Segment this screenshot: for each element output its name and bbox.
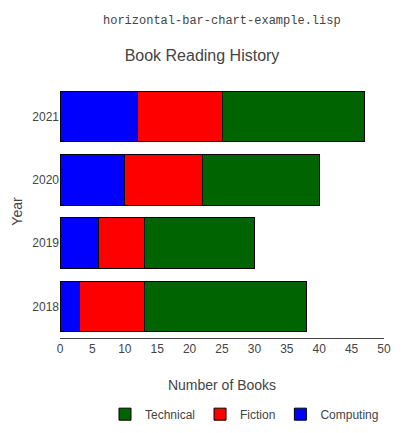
svg-text:Number of Books: Number of Books — [168, 377, 276, 393]
svg-text:45: 45 — [345, 342, 359, 356]
svg-text:2018: 2018 — [32, 300, 59, 314]
svg-text:50: 50 — [377, 342, 391, 356]
svg-text:40: 40 — [313, 342, 327, 356]
svg-text:Year: Year — [9, 197, 25, 226]
svg-text:30: 30 — [248, 342, 262, 356]
svg-text:Fiction: Fiction — [240, 408, 275, 422]
svg-text:25: 25 — [215, 342, 229, 356]
svg-text:Book Reading History: Book Reading History — [125, 47, 280, 64]
svg-text:2021: 2021 — [32, 110, 59, 124]
svg-text:15: 15 — [151, 342, 165, 356]
svg-text:0: 0 — [57, 342, 64, 356]
svg-text:Computing: Computing — [320, 408, 378, 422]
svg-text:2019: 2019 — [32, 236, 59, 250]
svg-text:horizontal-bar-chart-example.l: horizontal-bar-chart-example.lisp — [103, 14, 341, 28]
svg-text:20: 20 — [183, 342, 197, 356]
svg-text:Technical: Technical — [145, 408, 195, 422]
svg-text:10: 10 — [118, 342, 132, 356]
svg-text:35: 35 — [280, 342, 294, 356]
svg-text:5: 5 — [89, 342, 96, 356]
svg-text:2020: 2020 — [32, 173, 59, 187]
